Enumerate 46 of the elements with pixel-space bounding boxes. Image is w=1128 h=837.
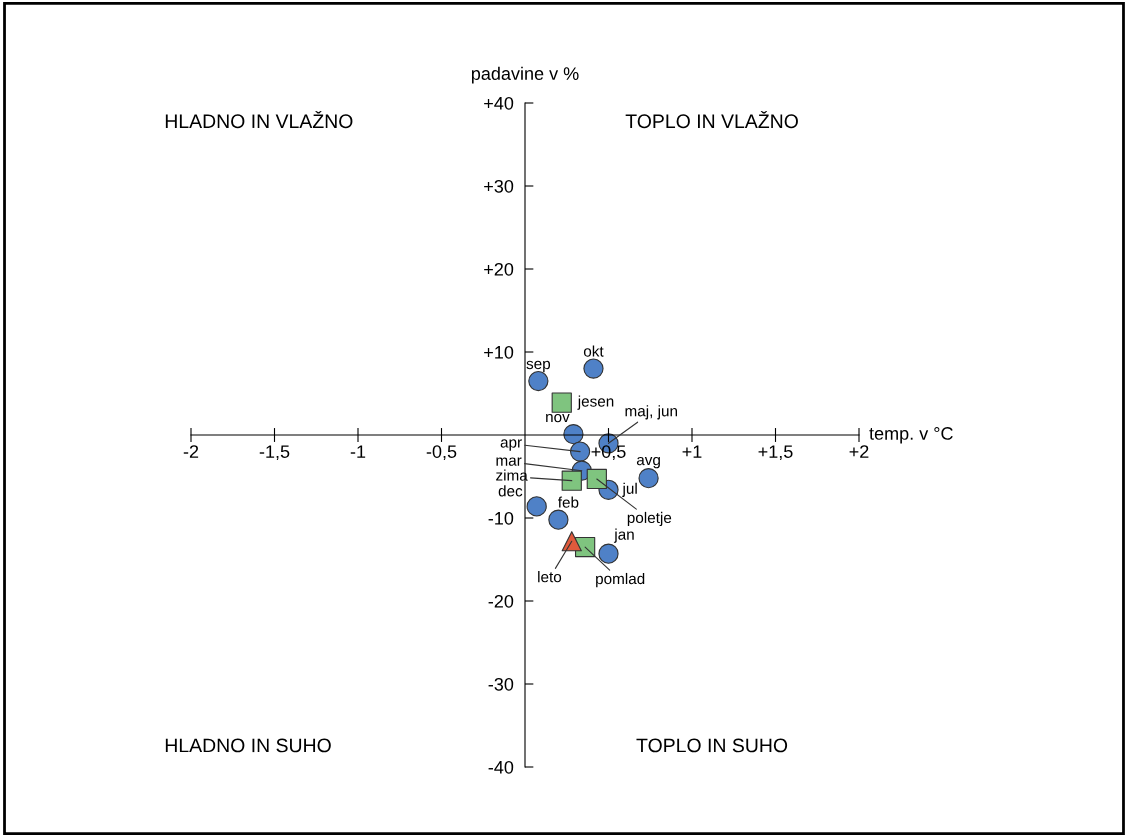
annotation: jul	[622, 482, 637, 497]
annotation: sep	[526, 360, 551, 373]
annotation: feb	[558, 496, 579, 508]
annotation: mar	[496, 457, 522, 466]
x-axis-title: temp. v °C	[869, 427, 953, 444]
y-axis-title: padavine v %	[471, 66, 579, 84]
annotation: dec	[498, 485, 523, 497]
annotation: poletje	[627, 511, 672, 527]
x-tick-label: -1,5	[259, 445, 290, 461]
point	[598, 543, 619, 564]
annotation: HLADNO IN VLAŽNO	[165, 110, 353, 129]
point	[569, 441, 591, 462]
point	[561, 470, 582, 491]
y-tick-label: +20	[484, 262, 514, 276]
annotation: TOPLO IN SUHO	[636, 738, 788, 753]
x-tick-label: +1,5	[758, 445, 793, 461]
annotation: leto	[538, 571, 562, 583]
annotation: okt	[583, 345, 604, 357]
y-tick-label: +40	[484, 96, 514, 110]
x-tick-label: -0,5	[426, 445, 457, 461]
annotation: jesen	[577, 395, 614, 410]
y-tick-label: -10	[488, 511, 514, 525]
annotation: HLADNO IN SUHO	[165, 738, 331, 753]
annotation: TOPLO IN VLAŽNO	[625, 110, 798, 129]
point	[548, 509, 569, 530]
x-tick-label: +1	[682, 445, 702, 458]
point	[526, 496, 547, 517]
y-tick-label: -40	[488, 760, 514, 774]
point	[586, 468, 607, 490]
annotation: pomlad	[596, 572, 645, 588]
y-tick-label: -20	[488, 594, 514, 608]
y-tick-label: +30	[484, 179, 514, 193]
annotation: maj, jun	[625, 405, 677, 420]
x-tick-label: +2	[849, 445, 869, 458]
point	[551, 392, 572, 413]
point	[583, 358, 604, 379]
y-tick-label: +10	[484, 345, 514, 359]
x-tick-label: -1	[350, 445, 366, 458]
y-tick-label: -30	[488, 677, 514, 691]
annotation: avg	[636, 456, 660, 469]
annotation: jan	[613, 528, 634, 543]
annotation: nov	[546, 413, 570, 423]
annotation: apr	[500, 439, 522, 451]
x-tick-label: +0,5	[591, 445, 626, 461]
x-tick-label: -2	[183, 445, 199, 458]
point	[638, 468, 659, 489]
